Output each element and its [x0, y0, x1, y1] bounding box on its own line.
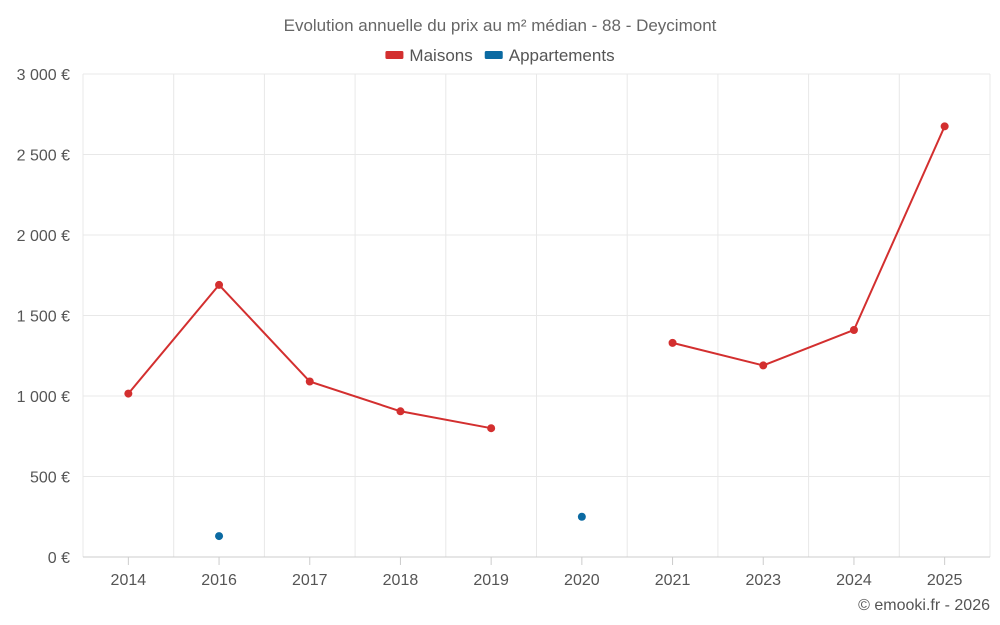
credit-text: © emooki.fr - 2026: [858, 597, 990, 614]
y-tick-label: 3 000 €: [17, 67, 70, 84]
x-tick-label: 2017: [292, 572, 328, 589]
legend-label: Appartements: [509, 46, 615, 65]
grid: [82, 73, 991, 557]
x-tick-label: 2025: [927, 572, 963, 589]
legend[interactable]: Maisons Appartements: [385, 46, 615, 65]
data-point-maisons[interactable]: [396, 407, 405, 416]
x-tick-label: 2021: [655, 572, 691, 589]
data-point-maisons[interactable]: [487, 424, 496, 433]
legend-item-appartements[interactable]: Appartements: [484, 46, 615, 65]
y-tick-label: 2 500 €: [17, 148, 70, 165]
legend-swatch: [385, 51, 404, 59]
x-tick-label: 2016: [201, 572, 237, 589]
series-line-maisons: [127, 283, 492, 430]
x-tick-label: 2018: [383, 572, 419, 589]
series-layer: [124, 122, 949, 541]
data-point-maisons[interactable]: [849, 325, 858, 334]
data-point-maisons[interactable]: [759, 361, 768, 370]
data-point-maisons[interactable]: [668, 338, 677, 347]
x-axis: 2014 2016 2017 2018 2019 2020 2021 2023 2024 2025: [83, 556, 990, 589]
data-point-appartements[interactable]: [215, 532, 224, 541]
y-tick-label: 500 €: [30, 470, 70, 487]
data-point-maisons[interactable]: [215, 280, 224, 289]
data-point-maisons[interactable]: [124, 389, 133, 398]
x-tick-label: 2019: [473, 572, 509, 589]
chart-title: Evolution annuelle du prix au m² médian …: [284, 16, 717, 35]
data-point-appartements[interactable]: [577, 512, 586, 521]
data-point-maisons[interactable]: [940, 122, 949, 131]
y-tick-label: 1 500 €: [17, 309, 70, 326]
x-tick-label: 2014: [111, 572, 147, 589]
y-axis: 0 € 500 € 1 000 € 1 500 € 2 000 € 2 500 € 3 00…: [17, 67, 70, 567]
legend-item-maisons[interactable]: Maisons: [385, 46, 473, 65]
y-tick-label: 1 000 €: [17, 389, 70, 406]
legend-swatch: [484, 51, 503, 59]
y-tick-label: 0 €: [48, 550, 70, 567]
y-tick-label: 2 000 €: [17, 228, 70, 245]
data-point-maisons[interactable]: [305, 377, 314, 386]
series-line-maisons: [672, 125, 946, 367]
x-tick-label: 2023: [745, 572, 781, 589]
legend-label: Maisons: [409, 46, 472, 65]
x-tick-label: 2024: [836, 572, 872, 589]
x-tick-label: 2020: [564, 572, 600, 589]
